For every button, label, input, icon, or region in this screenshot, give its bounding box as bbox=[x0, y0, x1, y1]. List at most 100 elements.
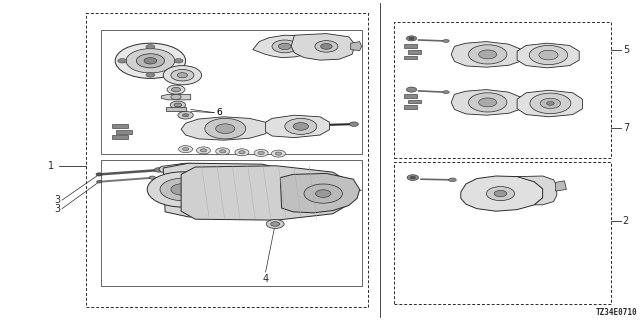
Circle shape bbox=[220, 150, 226, 153]
Circle shape bbox=[235, 149, 249, 156]
Text: 3: 3 bbox=[54, 204, 61, 214]
Circle shape bbox=[275, 152, 282, 155]
Circle shape bbox=[271, 150, 285, 157]
Circle shape bbox=[540, 98, 561, 108]
Circle shape bbox=[136, 54, 164, 68]
Circle shape bbox=[285, 118, 317, 134]
Bar bbox=[404, 56, 417, 59]
Circle shape bbox=[175, 164, 190, 172]
Circle shape bbox=[149, 176, 156, 179]
Text: 3: 3 bbox=[54, 195, 61, 205]
Circle shape bbox=[304, 184, 342, 203]
Bar bbox=[116, 130, 132, 134]
Circle shape bbox=[174, 103, 182, 107]
Polygon shape bbox=[163, 163, 283, 217]
Circle shape bbox=[126, 49, 175, 73]
Polygon shape bbox=[461, 176, 543, 211]
Polygon shape bbox=[556, 181, 566, 191]
Circle shape bbox=[147, 172, 218, 207]
Circle shape bbox=[239, 151, 245, 154]
Polygon shape bbox=[517, 43, 579, 68]
Polygon shape bbox=[161, 94, 191, 100]
Circle shape bbox=[118, 59, 127, 63]
Circle shape bbox=[196, 147, 211, 154]
Polygon shape bbox=[280, 173, 360, 213]
Bar bbox=[112, 135, 128, 139]
Circle shape bbox=[171, 94, 181, 100]
Circle shape bbox=[293, 123, 308, 130]
Circle shape bbox=[171, 69, 194, 81]
Polygon shape bbox=[253, 35, 314, 58]
Text: 4: 4 bbox=[262, 274, 269, 284]
Circle shape bbox=[547, 101, 554, 105]
Circle shape bbox=[409, 37, 414, 40]
Circle shape bbox=[278, 43, 291, 50]
Circle shape bbox=[178, 111, 193, 119]
Polygon shape bbox=[181, 166, 351, 220]
Circle shape bbox=[258, 151, 264, 155]
Circle shape bbox=[167, 85, 185, 94]
Text: 7: 7 bbox=[623, 123, 629, 133]
Circle shape bbox=[160, 178, 205, 201]
Circle shape bbox=[146, 73, 155, 77]
Text: 5: 5 bbox=[623, 44, 629, 55]
Circle shape bbox=[115, 43, 186, 78]
Circle shape bbox=[182, 148, 189, 151]
Circle shape bbox=[410, 176, 415, 179]
Circle shape bbox=[216, 124, 235, 133]
Circle shape bbox=[179, 146, 193, 153]
Circle shape bbox=[179, 166, 186, 170]
Bar bbox=[404, 105, 417, 109]
Polygon shape bbox=[517, 176, 557, 205]
Circle shape bbox=[321, 44, 332, 49]
Circle shape bbox=[406, 36, 417, 41]
Circle shape bbox=[163, 66, 202, 85]
Circle shape bbox=[407, 175, 419, 180]
Polygon shape bbox=[517, 90, 582, 117]
Circle shape bbox=[468, 93, 507, 112]
Circle shape bbox=[406, 87, 417, 92]
Circle shape bbox=[479, 50, 497, 59]
Polygon shape bbox=[291, 34, 355, 60]
Bar bbox=[404, 94, 417, 98]
Circle shape bbox=[443, 91, 449, 94]
Circle shape bbox=[272, 40, 298, 53]
Circle shape bbox=[254, 149, 268, 156]
Circle shape bbox=[154, 168, 163, 172]
Circle shape bbox=[200, 149, 207, 152]
Circle shape bbox=[529, 45, 568, 65]
Text: 2: 2 bbox=[623, 216, 629, 226]
Circle shape bbox=[177, 73, 188, 78]
Circle shape bbox=[494, 190, 507, 197]
Bar bbox=[166, 107, 186, 111]
Circle shape bbox=[174, 59, 183, 63]
Bar bbox=[408, 50, 421, 54]
Circle shape bbox=[271, 222, 280, 226]
Circle shape bbox=[539, 50, 558, 60]
Bar bbox=[404, 44, 417, 48]
Polygon shape bbox=[451, 42, 524, 67]
Circle shape bbox=[530, 93, 571, 114]
Circle shape bbox=[449, 178, 456, 182]
Circle shape bbox=[146, 44, 155, 49]
Circle shape bbox=[97, 180, 102, 183]
Text: 1: 1 bbox=[48, 161, 54, 172]
Circle shape bbox=[171, 184, 194, 195]
Circle shape bbox=[96, 173, 102, 176]
Polygon shape bbox=[181, 117, 269, 140]
Polygon shape bbox=[451, 90, 524, 115]
Circle shape bbox=[486, 187, 515, 201]
Circle shape bbox=[172, 87, 180, 92]
Circle shape bbox=[443, 39, 449, 43]
Text: 6: 6 bbox=[216, 108, 222, 117]
Circle shape bbox=[182, 114, 189, 117]
Polygon shape bbox=[351, 42, 362, 51]
Polygon shape bbox=[159, 163, 208, 173]
Circle shape bbox=[266, 220, 284, 228]
Circle shape bbox=[144, 58, 157, 64]
Circle shape bbox=[349, 122, 358, 126]
Circle shape bbox=[205, 118, 246, 139]
Text: TZ34E0710: TZ34E0710 bbox=[595, 308, 637, 317]
Circle shape bbox=[170, 101, 186, 109]
Bar bbox=[408, 100, 421, 103]
